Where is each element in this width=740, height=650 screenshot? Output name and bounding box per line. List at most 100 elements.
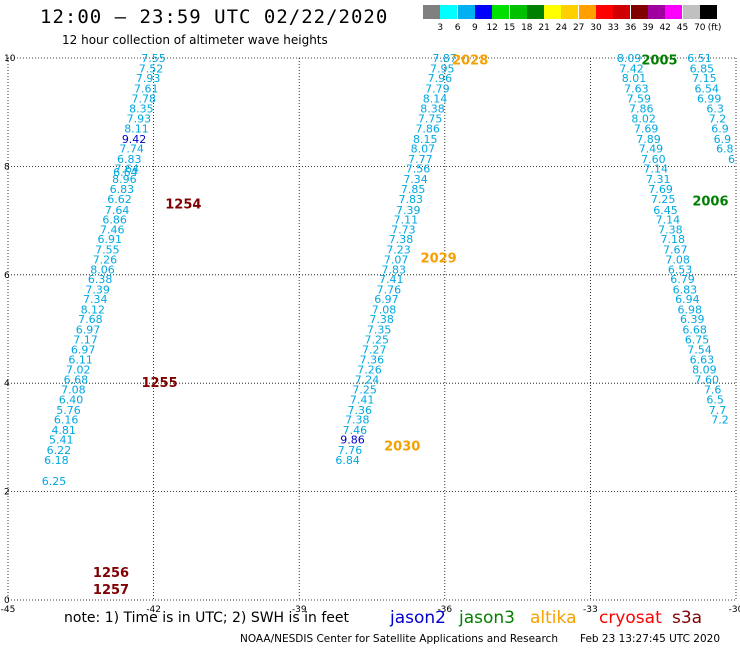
wave-height-value: 7.73 [391,223,416,236]
wave-height-value: 6.86 [102,214,127,227]
wave-height-value: 5.41 [49,434,74,447]
wave-height-value: 8.96 [112,173,137,186]
colorbar-swatch [457,5,475,19]
wave-height-value: 6.85 [690,62,715,75]
colorbar-label: 30 [590,23,602,33]
colorbar-swatch [544,5,562,19]
wave-height-value: 7.56 [406,163,431,176]
wave-height-value: 7.17 [73,333,98,346]
x-tick-label: -45 [1,605,16,615]
colorbar-label: 12 [486,23,498,33]
wave-height-value: 7.27 [362,344,387,357]
wave-height-value: 7.07 [384,254,409,267]
wave-height-value: 7.39 [85,283,110,296]
wave-height-value: 6.84 [335,454,360,467]
wave-height-value: 6.83 [673,283,698,296]
wave-height-value: 8.38 [420,102,445,115]
wave-height-value: 7.93 [127,113,152,126]
wave-height-value: 7.54 [687,344,712,357]
colorbar-label: 3 [437,23,444,33]
wave-height-value: 8.01 [622,72,647,85]
wave-height-value: 7.38 [345,414,370,427]
x-tick-label: -33 [583,605,598,615]
wave-height-value: 7.76 [377,283,402,296]
y-tick-label: 4 [4,379,10,389]
wave-height-value: 7.35 [367,324,392,337]
colorbar-swatch [578,5,596,19]
wave-height-value: 6.68 [682,324,707,337]
colorbar-unit: (ft) [707,23,722,33]
wave-height-value: 6.9 [711,122,729,135]
wave-height-value: 7.86 [629,102,654,115]
mission-legend-item: altika [530,608,577,628]
wave-height-value: 8.14 [423,93,448,106]
wave-height-value: 7.18 [661,233,686,246]
wave-height-value: 7.08 [372,303,397,316]
wave-height-value: 7.6 [704,384,722,397]
pass-number-label: 1257 [93,583,129,598]
wave-height-value: 7.69 [634,122,659,135]
wave-height-value: 6.94 [675,293,700,306]
wave-height-value: 6.11 [68,353,93,366]
colorbar-swatch [492,5,510,19]
wave-height-value: 6.98 [678,303,703,316]
pass-number-label: 2029 [421,252,457,267]
wave-height-value: 7.25 [364,333,389,346]
colorbar-label: 70 [694,23,706,33]
colorbar-label: 33 [607,23,620,33]
wave-height-value: 6.54 [695,82,720,95]
chart-subtitle: 12 hour collection of altimeter wave hei… [62,33,328,47]
wave-height-value: 7.95 [430,62,455,75]
colorbar-label: 36 [624,23,637,33]
mission-legend-item: s3a [672,608,703,628]
colorbar-swatch [474,5,492,19]
mission-legend-item: cryosat [599,608,662,628]
colorbar-label: 45 [676,23,689,33]
colorbar-swatch [613,5,631,19]
wave-height-value: 7.08 [665,254,690,267]
colorbar-label: 15 [503,23,516,33]
wave-height-value: 7.68 [78,313,103,326]
wave-height-value: 7.76 [338,444,363,457]
colorbar-swatch [440,5,458,19]
colorbar-label: 18 [521,23,533,33]
pass-number-label: 1255 [141,376,177,391]
wave-height-value: 6.83 [117,153,142,166]
y-tick-label: 10 [4,54,16,64]
wave-height-value: 7.77 [408,153,433,166]
colorbar-swatch [509,5,527,19]
wave-height-value: 7.67 [663,243,688,256]
wave-height-value: 6.97 [76,324,101,337]
wave-height-value: 7.39 [396,204,421,217]
wave-height-value: 7.36 [348,404,373,417]
wave-height-value: 6.5 [706,393,724,406]
x-tick-label: -39 [292,605,307,615]
colorbar-label: 21 [538,23,550,33]
wave-height-value: 7.34 [403,173,428,186]
wave-height-value: 6.3 [706,102,724,115]
pass-number-label: 2006 [692,195,728,210]
wave-height-value: 8.35 [129,102,154,115]
wave-height-value: 6.22 [47,444,72,457]
chart-title: 12:00 – 23:59 UTC 02/22/2020 [40,6,389,28]
wave-height-value: 6.79 [670,273,695,286]
wave-height-value: 7.42 [619,62,644,75]
wave-height-value: 7.61 [134,82,159,95]
colorbar-swatch [665,5,683,19]
wave-height-value: 7.96 [428,72,453,85]
wave-height-value: 7.74 [119,143,144,156]
wave-height-value: 6.63 [690,353,715,366]
footer-note: note: 1) Time is in UTC; 2) SWH is in fe… [64,610,350,626]
wave-height-value: 7.75 [418,113,443,126]
colorbar-swatch [526,5,544,19]
wave-height-value: 9.86 [340,434,365,447]
wave-height-value: 7.63 [624,82,649,95]
wave-height-value: 7.14 [656,214,681,227]
wave-height-value: 7.25 [352,384,377,397]
wave-height-value: 5.76 [56,404,81,417]
wave-height-value: 8.07 [411,143,436,156]
wave-height-value: 7.11 [394,214,419,227]
wave-height-value: 6.64 [113,166,138,179]
wave-height-value: 7.79 [425,82,450,95]
